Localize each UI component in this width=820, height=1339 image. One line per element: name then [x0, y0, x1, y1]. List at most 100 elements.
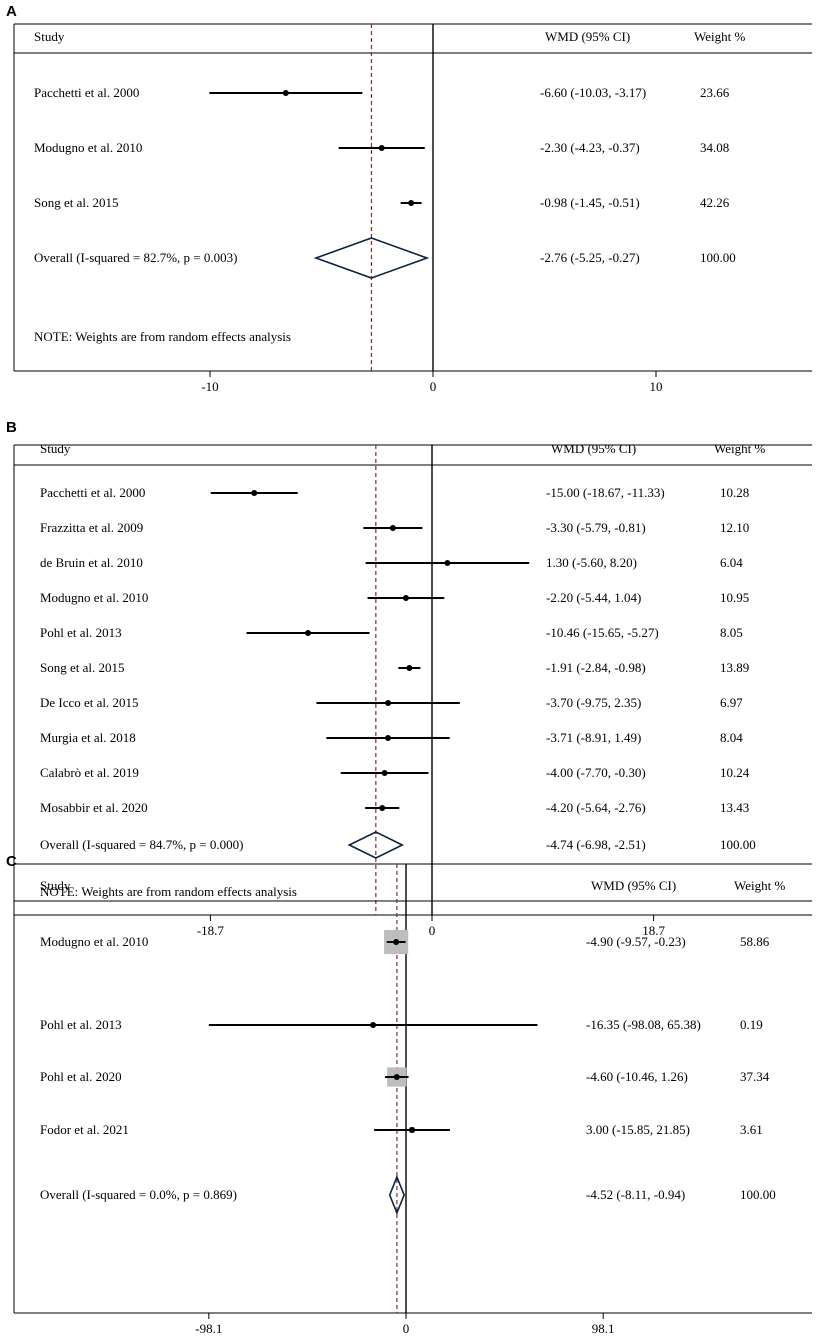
overall-weight-text: 100.00 [740, 1187, 776, 1202]
x-tick-label: 0 [430, 379, 437, 394]
weight-text: 13.89 [720, 660, 749, 675]
header-study-label: Study [40, 441, 71, 456]
weight-text: 10.28 [720, 485, 749, 500]
point-estimate-marker [393, 1074, 400, 1080]
study-label: Calabrò et al. 2019 [40, 765, 139, 780]
weight-text: 10.24 [720, 765, 750, 780]
effect-ci-text: -3.70 (-9.75, 2.35) [546, 695, 641, 710]
weight-text: 34.08 [700, 140, 729, 155]
header-study-label: Study [34, 29, 65, 44]
point-estimate-marker [282, 90, 289, 96]
point-estimate-marker [381, 770, 388, 776]
header-weight-label: Weight % [714, 441, 765, 456]
point-estimate-marker [389, 525, 396, 531]
effect-ci-text: -3.30 (-5.79, -0.81) [546, 520, 646, 535]
point-estimate-marker [406, 665, 413, 671]
overall-ci-text: -2.76 (-5.25, -0.27) [540, 250, 640, 265]
point-estimate-marker [305, 630, 312, 636]
effect-ci-text: -3.71 (-8.91, 1.49) [546, 730, 641, 745]
panel-letter: B [6, 419, 17, 436]
point-estimate-marker [393, 939, 400, 945]
weights-note: NOTE: Weights are from random effects an… [34, 329, 291, 344]
study-label: Murgia et al. 2018 [40, 730, 136, 745]
effect-ci-text: -6.60 (-10.03, -3.17) [540, 85, 646, 100]
header-effect-label: WMD (95% CI) [545, 29, 630, 44]
x-tick-label: 10 [650, 379, 663, 394]
overall-diamond [388, 1174, 405, 1216]
effect-ci-text: -4.00 (-7.70, -0.30) [546, 765, 646, 780]
overall-weight-text: 100.00 [700, 250, 736, 265]
header-weight-label: Weight % [734, 878, 785, 893]
study-label: Modugno et al. 2010 [40, 934, 148, 949]
x-tick-label: 18.7 [642, 923, 665, 938]
effect-ci-text: -2.20 (-5.44, 1.04) [546, 590, 641, 605]
study-label: Song et al. 2015 [40, 660, 125, 675]
weight-text: 6.04 [720, 555, 743, 570]
effect-ci-text: -2.30 (-4.23, -0.37) [540, 140, 640, 155]
study-label: Mosabbir et al. 2020 [40, 800, 148, 815]
weight-text: 12.10 [720, 520, 749, 535]
point-estimate-marker [379, 805, 386, 811]
study-label: De Icco et al. 2015 [40, 695, 139, 710]
weight-text: 6.97 [720, 695, 743, 710]
overall-label: Overall (I-squared = 82.7%, p = 0.003) [34, 250, 237, 265]
overall-weight-text: 100.00 [720, 837, 756, 852]
x-tick-label: -98.1 [195, 1321, 222, 1336]
point-estimate-marker [385, 735, 392, 741]
effect-ci-text: -16.35 (-98.08, 65.38) [586, 1017, 701, 1032]
weight-text: 10.95 [720, 590, 749, 605]
overall-diamond [313, 237, 430, 279]
weight-text: 58.86 [740, 934, 770, 949]
overall-label: Overall (I-squared = 0.0%, p = 0.869) [40, 1187, 237, 1202]
effect-ci-text: -0.98 (-1.45, -0.51) [540, 195, 640, 210]
header-study-label: Study [40, 878, 71, 893]
weight-text: 37.34 [740, 1069, 770, 1084]
header-effect-label: WMD (95% CI) [551, 441, 636, 456]
effect-ci-text: -4.20 (-5.64, -2.76) [546, 800, 646, 815]
study-label: Frazzitta et al. 2009 [40, 520, 143, 535]
x-tick-label: 0 [403, 1321, 410, 1336]
study-label: de Bruin et al. 2010 [40, 555, 143, 570]
point-estimate-marker [378, 145, 385, 151]
weight-text: 8.05 [720, 625, 743, 640]
point-estimate-marker [385, 700, 392, 706]
effect-ci-text: -4.60 (-10.46, 1.26) [586, 1069, 688, 1084]
overall-diamond [347, 831, 405, 859]
effect-ci-text: -4.90 (-9.57, -0.23) [586, 934, 686, 949]
panel-letter: C [6, 853, 17, 870]
overall-ci-text: -4.74 (-6.98, -2.51) [546, 837, 646, 852]
study-label: Pohl et al. 2020 [40, 1069, 122, 1084]
point-estimate-marker [402, 595, 409, 601]
x-tick-label: -10 [201, 379, 218, 394]
point-estimate-marker [408, 200, 415, 206]
header-weight-label: Weight % [694, 29, 745, 44]
study-label: Pohl et al. 2013 [40, 625, 122, 640]
study-label: Modugno et al. 2010 [40, 590, 148, 605]
weight-text: 3.61 [740, 1122, 763, 1137]
weights-note: NOTE: Weights are from random effects an… [40, 884, 297, 899]
header-effect-label: WMD (95% CI) [591, 878, 676, 893]
x-tick-label: -18.7 [197, 923, 225, 938]
study-label: Pacchetti et al. 2000 [40, 485, 145, 500]
study-label: Song et al. 2015 [34, 195, 119, 210]
weight-text: 13.43 [720, 800, 749, 815]
weight-text: 0.19 [740, 1017, 763, 1032]
overall-label: Overall (I-squared = 84.7%, p = 0.000) [40, 837, 243, 852]
point-estimate-marker [444, 560, 451, 566]
study-label: Modugno et al. 2010 [34, 140, 142, 155]
point-estimate-marker [251, 490, 258, 496]
effect-ci-text: -1.91 (-2.84, -0.98) [546, 660, 646, 675]
weight-text: 8.04 [720, 730, 743, 745]
effect-ci-text: 3.00 (-15.85, 21.85) [586, 1122, 690, 1137]
panel-letter: A [6, 3, 17, 20]
effect-ci-text: -15.00 (-18.67, -11.33) [546, 485, 665, 500]
weight-text: 42.26 [700, 195, 730, 210]
x-tick-label: 98.1 [592, 1321, 615, 1336]
effect-ci-text: 1.30 (-5.60, 8.20) [546, 555, 637, 570]
study-label: Pacchetti et al. 2000 [34, 85, 139, 100]
x-tick-label: 0 [429, 923, 436, 938]
study-label: Fodor et al. 2021 [40, 1122, 129, 1137]
effect-ci-text: -10.46 (-15.65, -5.27) [546, 625, 659, 640]
weight-text: 23.66 [700, 85, 730, 100]
